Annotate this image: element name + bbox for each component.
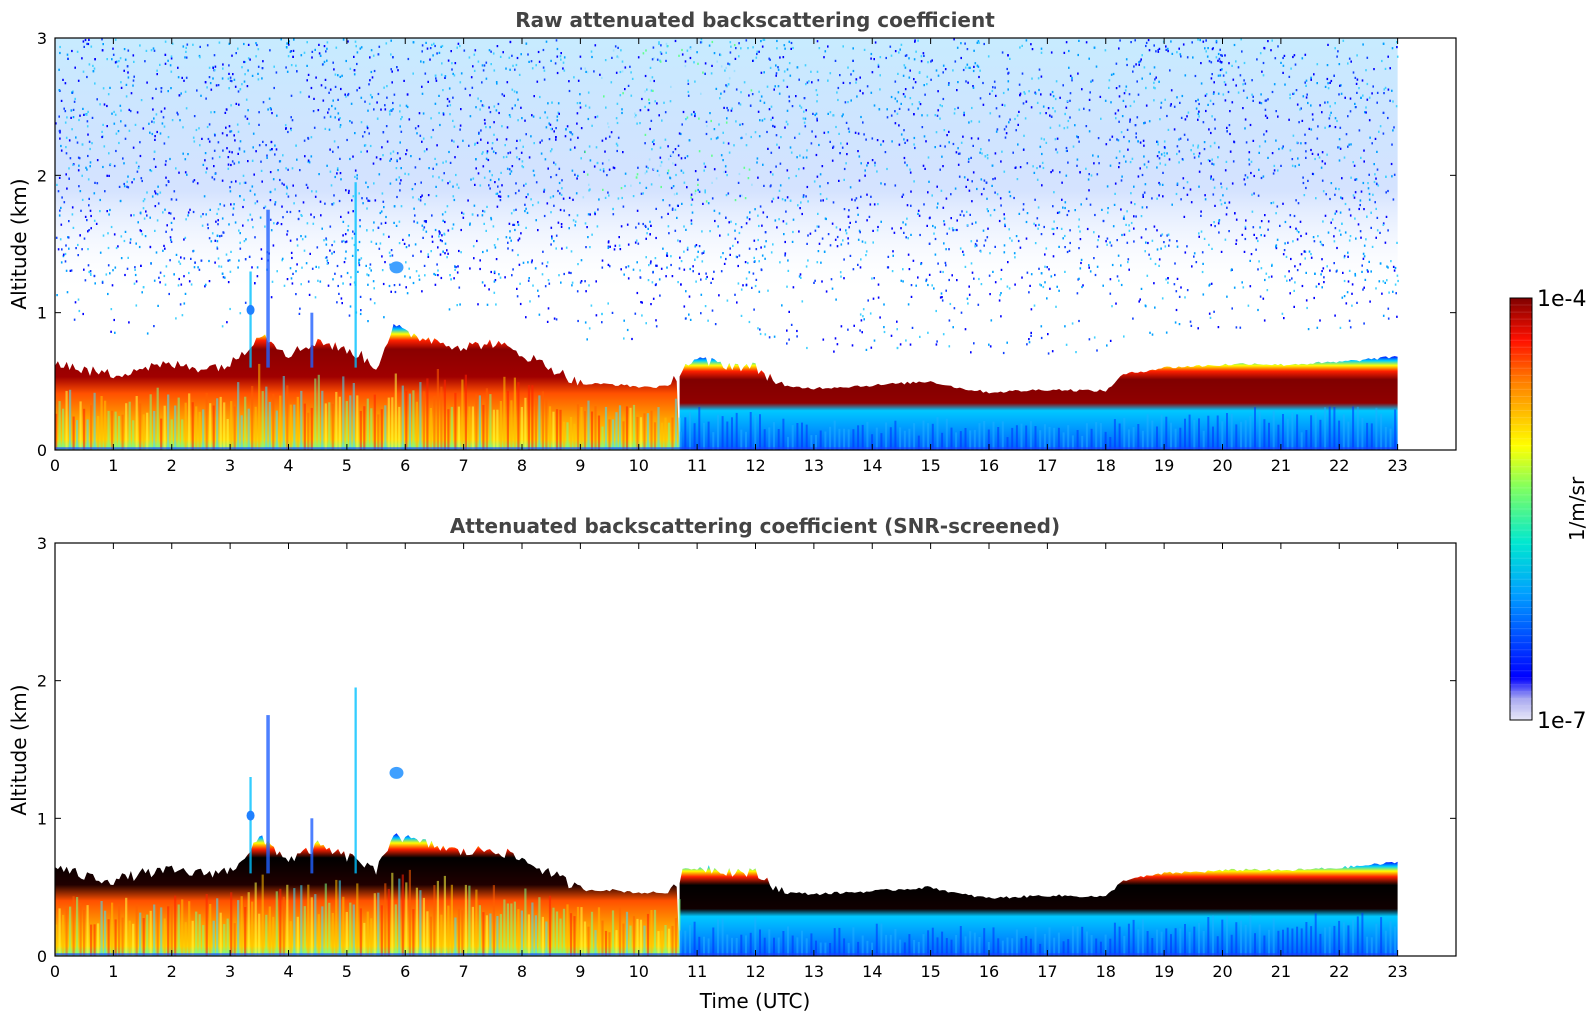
top-x-tick-label: 15 xyxy=(920,456,940,475)
top-x-tick-label: 12 xyxy=(745,456,765,475)
x-axis-label: Time (UTC) xyxy=(699,989,811,1013)
top-aerosol-patch xyxy=(389,261,404,274)
bottom-plot-area xyxy=(55,687,1398,956)
top-x-tick-label: 0 xyxy=(50,456,60,475)
bottom-x-tick-label: 18 xyxy=(1096,962,1116,981)
colorbar-gradient xyxy=(1509,297,1533,721)
top-x-tick-label: 8 xyxy=(517,456,527,475)
bottom-band-texture xyxy=(55,869,1397,956)
bottom-aerosol-plume xyxy=(266,715,270,874)
bottom-y-tick-label: 2 xyxy=(37,672,47,691)
bottom-x-tick-label: 4 xyxy=(283,962,293,981)
bottom-x-tick-label: 21 xyxy=(1271,962,1291,981)
top-x-tick-label: 11 xyxy=(687,456,707,475)
bottom-aerosol-patch xyxy=(389,766,404,779)
bottom-x-tick-label: 2 xyxy=(167,962,177,981)
bottom-x-tick-label: 8 xyxy=(517,962,527,981)
colorbar-unit-label: 1/m/sr xyxy=(1565,476,1589,541)
top-x-tick-label: 21 xyxy=(1271,456,1291,475)
bottom-x-tick-label: 17 xyxy=(1037,962,1057,981)
bottom-x-tick-label: 5 xyxy=(342,962,352,981)
top-x-tick-label: 7 xyxy=(459,456,469,475)
top-plot-area xyxy=(55,38,1399,450)
top-panel-title: Raw attenuated backscattering coefficien… xyxy=(515,8,995,32)
bottom-x-tick-label: 1 xyxy=(108,962,118,981)
bottom-x-tick-label: 11 xyxy=(687,962,707,981)
bottom-x-tick-label: 3 xyxy=(225,962,235,981)
top-x-tick-label: 16 xyxy=(979,456,999,475)
bottom-ground-level-signal xyxy=(55,953,1398,956)
top-x-tick-label: 5 xyxy=(342,456,352,475)
bottom-x-tick-label: 9 xyxy=(575,962,585,981)
bottom-x-tick-label: 20 xyxy=(1212,962,1232,981)
colorbar-max-label: 1e-4 xyxy=(1537,287,1586,312)
bottom-x-tick-label: 13 xyxy=(804,962,824,981)
bottom-x-tick-label: 16 xyxy=(979,962,999,981)
bottom-y-axis: 0 1 2 3 xyxy=(37,534,1456,966)
bottom-aerosol-plume xyxy=(310,818,314,874)
top-x-tick-label: 13 xyxy=(804,456,824,475)
bottom-y-axis-label: Altitude (km) xyxy=(7,684,31,815)
top-y-axis-label: Altitude (km) xyxy=(7,178,31,309)
top-x-tick-label: 2 xyxy=(167,456,177,475)
bottom-x-tick-label: 15 xyxy=(920,962,940,981)
top-boundary-layer-afternoon xyxy=(679,356,1398,450)
bottom-x-tick-label: 7 xyxy=(459,962,469,981)
bottom-panel-title: Attenuated backscattering coefficient (S… xyxy=(450,514,1060,538)
bottom-x-tick-label: 14 xyxy=(862,962,882,981)
bottom-x-tick-label: 22 xyxy=(1329,962,1349,981)
bottom-x-tick-label: 23 xyxy=(1387,962,1407,981)
top-x-tick-label: 17 xyxy=(1037,456,1057,475)
top-x-tick-label: 19 xyxy=(1154,456,1174,475)
bottom-x-tick-label: 19 xyxy=(1154,962,1174,981)
top-noise-speckle xyxy=(55,38,1399,355)
top-x-tick-label: 4 xyxy=(283,456,293,475)
top-x-axis: 0 1 2 3 4 5 6 7 8 9 10 11 12 13 14 15 16 17 18 19 20 21 22 23 xyxy=(50,38,1408,475)
top-aerosol-plume xyxy=(266,209,270,368)
top-x-tick-label: 14 xyxy=(862,456,882,475)
colorbar: 1e-4 1e-7 1/m/sr xyxy=(1509,287,1589,734)
top-aerosol-plume xyxy=(354,182,357,368)
top-y-axis: 0 1 2 3 xyxy=(37,29,1456,460)
bottom-y-tick-label: 0 xyxy=(37,947,47,966)
top-aerosol-patch-small xyxy=(246,304,255,315)
bottom-aerosol-plume xyxy=(354,687,357,874)
bottom-y-tick-label: 1 xyxy=(37,809,47,828)
bottom-panel: Attenuated backscattering coefficient (S… xyxy=(7,514,1457,1013)
top-y-tick-label: 3 xyxy=(37,29,47,48)
top-band-texture xyxy=(55,363,1397,450)
top-x-tick-label: 10 xyxy=(629,456,649,475)
top-ground-level-signal xyxy=(55,447,1398,450)
bottom-x-axis: 0 1 2 3 4 5 6 7 8 9 10 11 12 13 14 15 16 17 18 19 20 21 22 23 xyxy=(50,543,1408,981)
bottom-aerosol-plume xyxy=(249,777,252,874)
top-y-tick-label: 2 xyxy=(37,166,47,185)
top-x-tick-label: 1 xyxy=(108,456,118,475)
bottom-x-tick-label: 12 xyxy=(745,962,765,981)
top-x-tick-label: 6 xyxy=(400,456,410,475)
bottom-x-tick-label: 0 xyxy=(50,962,60,981)
top-x-tick-label: 9 xyxy=(575,456,585,475)
top-panel: Raw attenuated backscattering coefficien… xyxy=(7,8,1457,475)
top-y-tick-label: 0 xyxy=(37,441,47,460)
top-aerosol-plume xyxy=(310,312,314,368)
top-x-tick-label: 20 xyxy=(1212,456,1232,475)
colorbar-min-label: 1e-7 xyxy=(1537,709,1586,734)
top-x-tick-label: 18 xyxy=(1096,456,1116,475)
top-x-tick-label: 3 xyxy=(225,456,235,475)
bottom-y-tick-label: 3 xyxy=(37,534,47,553)
bottom-aerosol-patch-small xyxy=(246,810,255,821)
top-x-tick-label: 23 xyxy=(1387,456,1407,475)
top-y-tick-label: 1 xyxy=(37,304,47,323)
top-x-tick-label: 22 xyxy=(1329,456,1349,475)
colorbar-bands xyxy=(1510,304,1532,714)
top-aerosol-plume xyxy=(249,271,252,368)
bottom-boundary-layer-afternoon xyxy=(679,861,1398,956)
bottom-x-tick-label: 6 xyxy=(400,962,410,981)
bottom-x-tick-label: 10 xyxy=(629,962,649,981)
